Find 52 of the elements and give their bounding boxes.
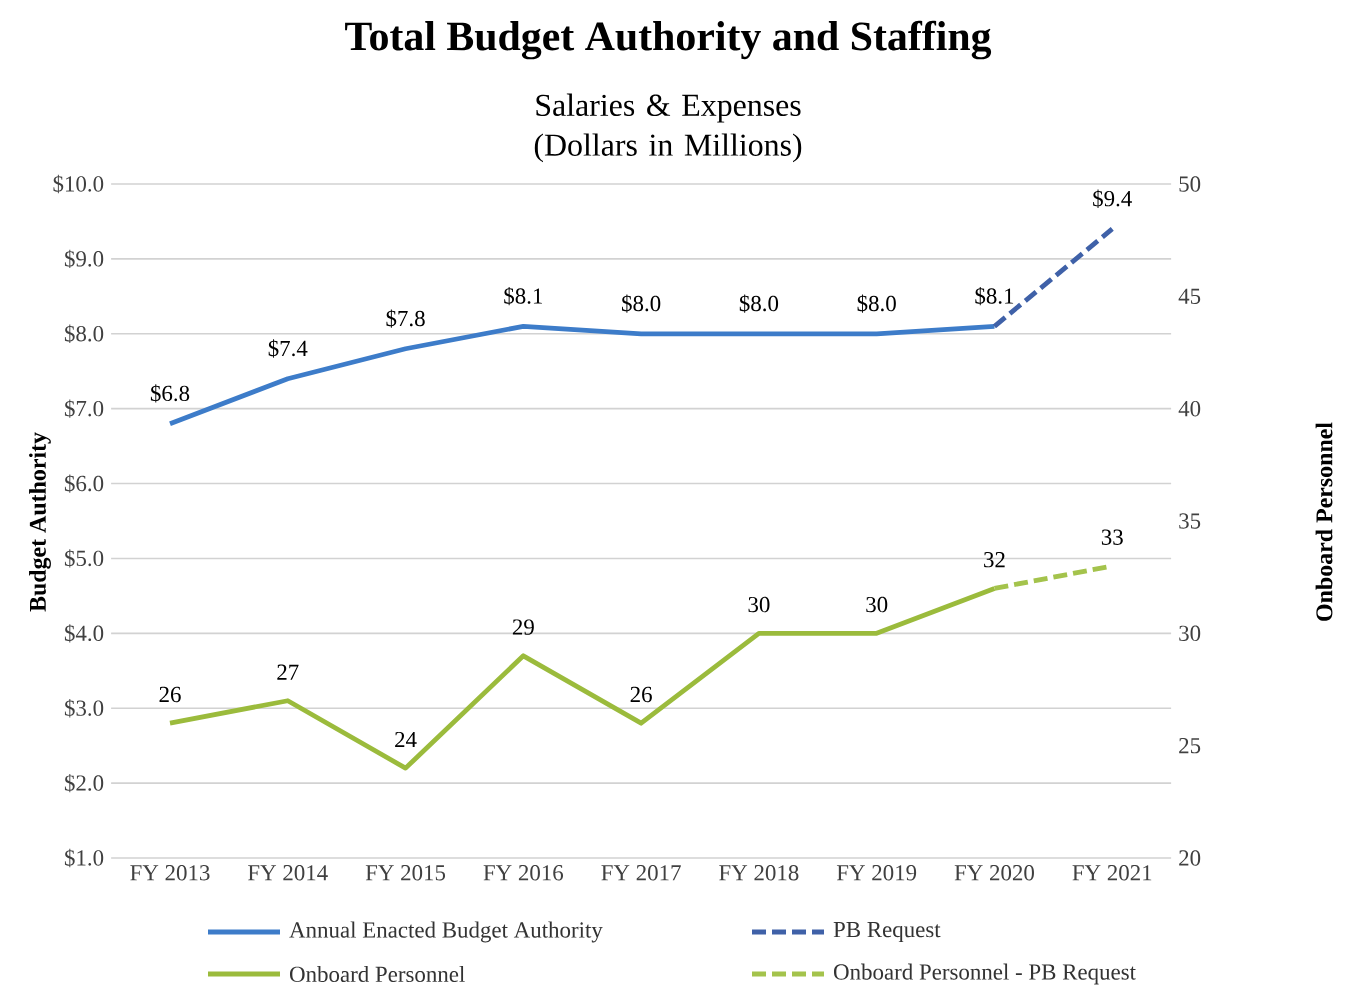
y2-tick-label: 35	[1179, 513, 1201, 529]
y-axis-title: Budget Authority	[29, 432, 51, 612]
data-label: 33	[1101, 529, 1123, 545]
x-tick-label: FY 2019	[836, 865, 917, 881]
y2-axis-title: Onboard Personnel	[1315, 422, 1333, 621]
y-tick-label: $3.0	[64, 699, 104, 718]
x-tick-label: FY 2015	[365, 865, 446, 881]
y-tick-label: $2.0	[64, 773, 104, 793]
data-label: 30	[748, 596, 770, 613]
x-tick-label: FY 2020	[954, 865, 1034, 881]
data-label: 30	[866, 596, 888, 613]
y2-tick-label: 50	[1179, 176, 1201, 192]
data-label: 24	[395, 731, 417, 748]
data-label: $8.0	[622, 294, 661, 313]
data-label: 27	[277, 664, 299, 680]
legend-label: Onboard Personnel - PB Request	[833, 963, 1136, 985]
x-tick-label: FY 2016	[483, 865, 564, 881]
y2-tick-label: 45	[1178, 288, 1201, 304]
y-tick-label: $4.0	[64, 624, 104, 643]
y-tick-label: $1.0	[64, 848, 104, 868]
data-label: $8.0	[857, 294, 896, 313]
data-label: 29	[512, 619, 534, 635]
data-label: $9.4	[1093, 189, 1132, 208]
x-tick-label: FY 2014	[248, 865, 328, 881]
y-tick-label: $8.0	[64, 324, 104, 343]
y-tick-label: $5.0	[64, 549, 104, 568]
data-label: $8.1	[504, 286, 542, 306]
legend-label: Annual Enacted Budget Authority	[289, 921, 603, 943]
x-tick-label: FY 2021	[1072, 865, 1152, 881]
data-label: $8.0	[739, 294, 779, 313]
x-tick-label: FY 2017	[601, 865, 681, 881]
y2-tick-label: 25	[1179, 737, 1201, 754]
data-label: $7.4	[268, 339, 308, 358]
chart-title: Total Budget Authority and Staffing	[345, 20, 992, 60]
data-label: $8.1	[975, 286, 1014, 306]
y2-tick-label: 30	[1179, 625, 1201, 642]
legend-label: PB Request	[833, 922, 941, 942]
data-label: $6.8	[150, 384, 190, 403]
x-tick-label: FY 2018	[719, 865, 799, 881]
data-label: $7.8	[386, 309, 425, 328]
data-label: 26	[159, 686, 181, 703]
data-label: 32	[984, 551, 1005, 568]
legend-label: Onboard Personnel	[289, 965, 465, 983]
x-tick-label: FY 2013	[130, 865, 210, 881]
y-tick-label: $6.0	[64, 474, 104, 493]
data-label: 26	[630, 686, 652, 703]
y-tick-label: $9.0	[64, 249, 104, 269]
chart-subtitle: Salaries & Expenses (Dollars in Millions)	[534, 93, 802, 163]
y-tick-label: $10.0	[53, 174, 104, 194]
y-tick-label: $7.0	[64, 399, 104, 418]
y2-tick-label: 40	[1178, 400, 1201, 417]
y2-tick-label: 20	[1179, 850, 1201, 866]
